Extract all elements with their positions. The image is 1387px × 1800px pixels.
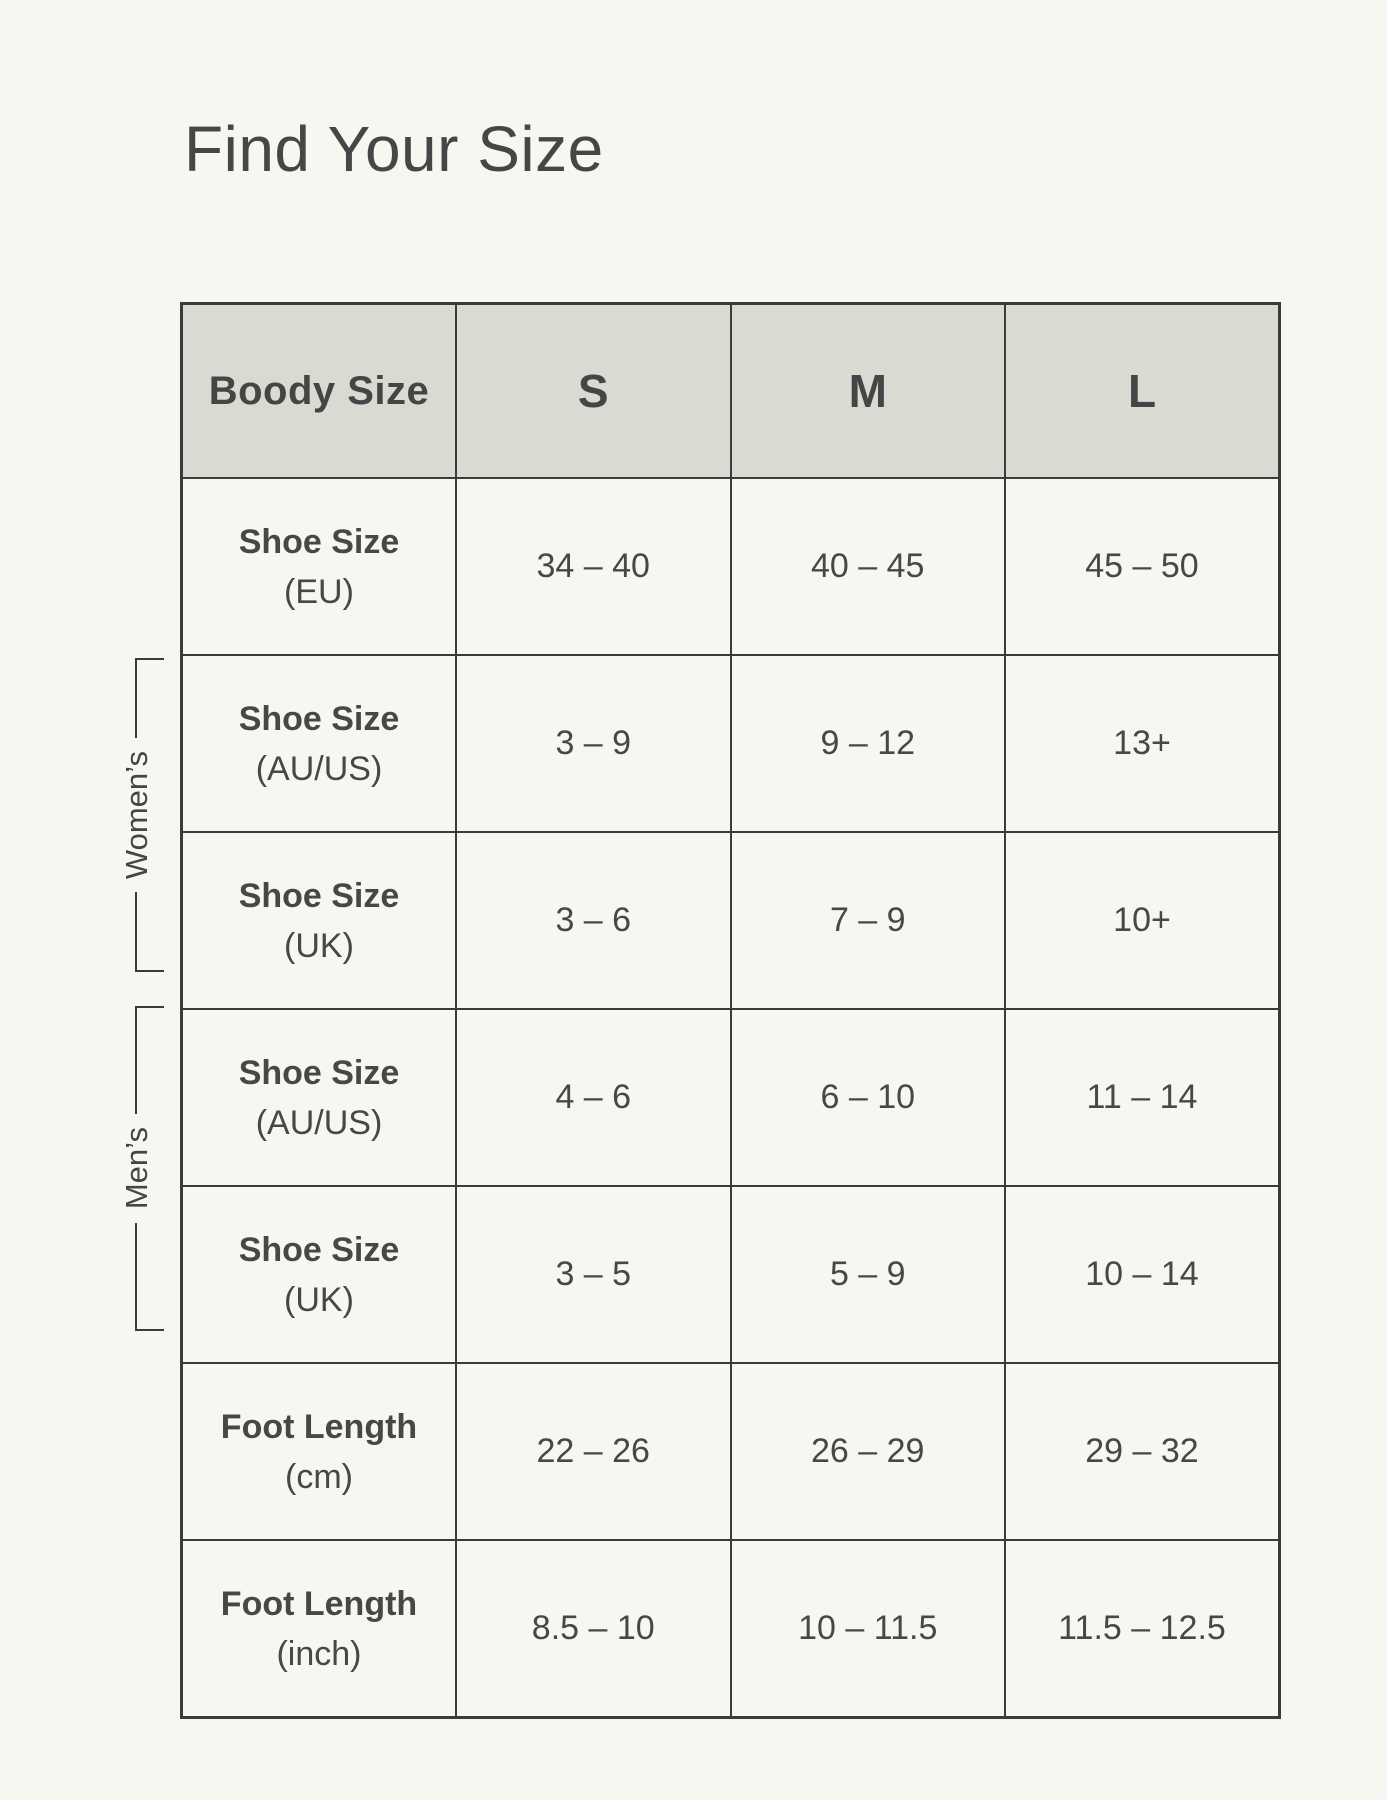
table-row: Shoe Size (UK) 3 – 6 7 – 9 10+ (180, 831, 1281, 1010)
header-cell-size-l: L (1004, 302, 1281, 479)
value-cell-m: 9 – 12 (729, 654, 1006, 833)
value-cell-s: 34 – 40 (455, 477, 732, 656)
value-cell-l: 11.5 – 12.5 (1004, 1539, 1281, 1719)
header-cell-boody-size: Boody Size (180, 302, 457, 479)
value-cell-s: 8.5 – 10 (455, 1539, 732, 1719)
table-row: Shoe Size (UK) 3 – 5 5 – 9 10 – 14 (180, 1185, 1281, 1364)
bracket-tick-bottom (135, 1329, 164, 1332)
header-row: Boody Size S M L (180, 302, 1281, 479)
womens-group-bracket: Women’s (119, 658, 164, 973)
bracket-line-bottom (135, 1222, 137, 1330)
row-header-cell: Shoe Size (EU) (180, 477, 457, 656)
table-row: Foot Length (inch) 8.5 – 10 10 – 11.5 11… (180, 1539, 1281, 1719)
row-unit: (AU/US) (255, 749, 383, 788)
value-cell-l: 10+ (1004, 831, 1281, 1010)
bracket-line-top (135, 1008, 137, 1115)
mens-group-label: Men’s (119, 1127, 154, 1210)
header-cell-size-s: S (455, 302, 732, 479)
value-cell-m: 26 – 29 (729, 1362, 1006, 1541)
value-cell-m: 5 – 9 (729, 1185, 1006, 1364)
row-label: Shoe Size (238, 522, 400, 561)
row-unit: (UK) (284, 926, 354, 965)
row-unit: (inch) (276, 1634, 362, 1673)
row-header-cell: Foot Length (cm) (180, 1362, 457, 1541)
mens-group-bracket: Men’s (119, 1006, 164, 1332)
page-title: Find Your Size (184, 113, 604, 185)
value-cell-l: 45 – 50 (1004, 477, 1281, 656)
bracket-line-top (135, 660, 137, 738)
value-cell-s: 3 – 6 (455, 831, 732, 1010)
row-label: Foot Length (220, 1584, 418, 1623)
row-header-cell: Shoe Size (UK) (180, 1185, 457, 1364)
table-row: Shoe Size (AU/US) 3 – 9 9 – 12 13+ (180, 654, 1281, 833)
value-cell-m: 7 – 9 (729, 831, 1006, 1010)
row-label: Shoe Size (238, 699, 400, 738)
header-cell-size-m: M (729, 302, 1006, 479)
value-cell-m: 10 – 11.5 (729, 1539, 1006, 1719)
value-cell-l: 11 – 14 (1004, 1008, 1281, 1187)
row-unit: (EU) (284, 572, 354, 611)
table-row: Foot Length (cm) 22 – 26 26 – 29 29 – 32 (180, 1362, 1281, 1541)
bracket-tick-top (135, 1006, 164, 1008)
value-cell-l: 10 – 14 (1004, 1185, 1281, 1364)
bracket-tick-top (135, 658, 164, 660)
value-cell-s: 4 – 6 (455, 1008, 732, 1187)
row-unit: (AU/US) (255, 1103, 383, 1142)
row-label: Shoe Size (238, 1053, 400, 1092)
row-header-cell: Shoe Size (UK) (180, 831, 457, 1010)
row-label: Shoe Size (238, 1230, 400, 1269)
row-header-cell: Shoe Size (AU/US) (180, 654, 457, 833)
row-unit: (UK) (284, 1280, 354, 1319)
table-row: Shoe Size (AU/US) 4 – 6 6 – 10 11 – 14 (180, 1008, 1281, 1187)
size-chart-table: Boody Size S M L Shoe Size (EU) 34 – 40 … (180, 302, 1281, 1719)
value-cell-s: 22 – 26 (455, 1362, 732, 1541)
value-cell-m: 6 – 10 (729, 1008, 1006, 1187)
value-cell-l: 13+ (1004, 654, 1281, 833)
womens-group-label: Women’s (119, 750, 154, 880)
row-label: Shoe Size (238, 876, 400, 915)
row-unit: (cm) (285, 1457, 353, 1496)
row-label: Foot Length (220, 1407, 418, 1446)
row-header-cell: Shoe Size (AU/US) (180, 1008, 457, 1187)
value-cell-m: 40 – 45 (729, 477, 1006, 656)
value-cell-l: 29 – 32 (1004, 1362, 1281, 1541)
value-cell-s: 3 – 9 (455, 654, 732, 833)
bracket-tick-bottom (135, 970, 164, 973)
value-cell-s: 3 – 5 (455, 1185, 732, 1364)
row-header-cell: Foot Length (inch) (180, 1539, 457, 1719)
bracket-line-bottom (135, 892, 137, 971)
table-row: Shoe Size (EU) 34 – 40 40 – 45 45 – 50 (180, 477, 1281, 656)
